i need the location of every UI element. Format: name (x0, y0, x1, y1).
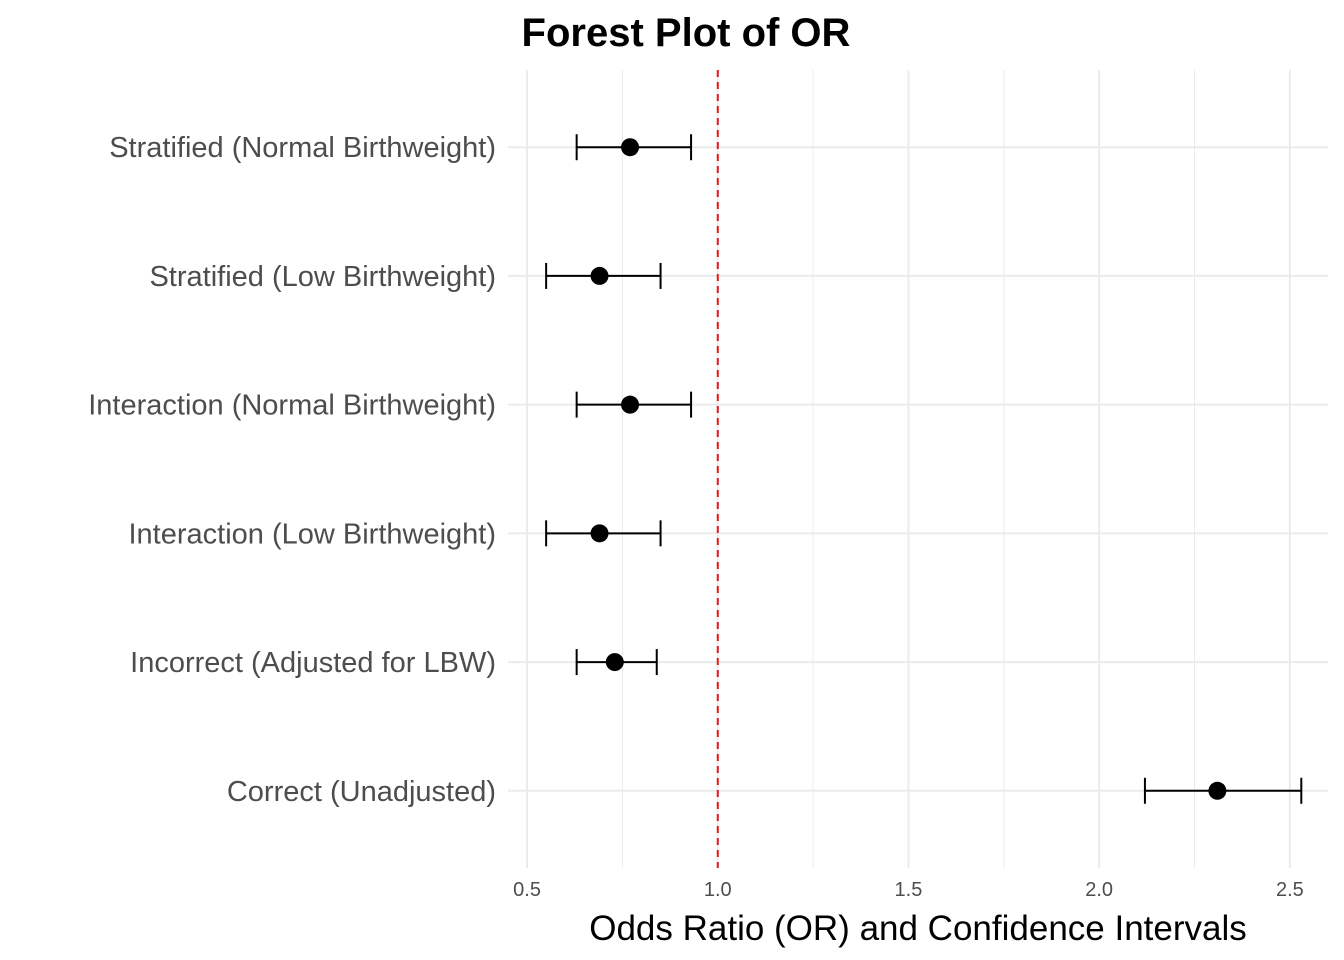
x-tick-label: 1.5 (895, 879, 923, 901)
or-point (621, 138, 640, 157)
y-tick-label: Correct (Unadjusted) (227, 776, 496, 808)
or-point (621, 395, 640, 414)
chart-title: Forest Plot of OR (522, 11, 851, 55)
x-axis-title: Odds Ratio (OR) and Confidence Intervals (589, 909, 1247, 948)
y-tick-label: Stratified (Normal Birthweight) (109, 132, 496, 164)
x-tick-label: 2.5 (1276, 879, 1304, 901)
plot-marks (545, 134, 1303, 804)
or-point (1208, 781, 1227, 800)
y-axis-labels: Stratified (Normal Birthweight) Stratifie… (88, 132, 496, 808)
x-tick-label: 0.5 (513, 879, 541, 901)
or-point (590, 266, 609, 285)
y-tick-label: Incorrect (Adjusted for LBW) (130, 647, 496, 679)
grid (508, 70, 1328, 868)
y-tick-label: Interaction (Normal Birthweight) (88, 390, 496, 422)
x-tick-label: 2.0 (1085, 879, 1113, 901)
or-point (590, 524, 609, 543)
x-axis-ticks: 0.5 1.0 1.5 2.0 2.5 (513, 879, 1304, 901)
y-tick-label: Interaction (Low Birthweight) (129, 518, 497, 550)
x-tick-label: 1.0 (704, 879, 732, 901)
y-tick-label: Stratified (Low Birthweight) (149, 261, 496, 293)
or-point (605, 653, 624, 672)
